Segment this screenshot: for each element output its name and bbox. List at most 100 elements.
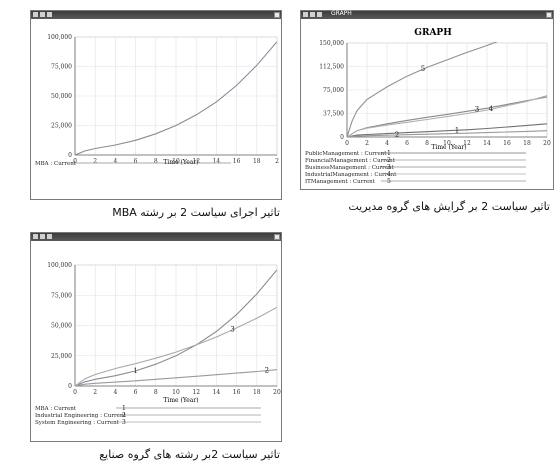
series-marker-2: 2 <box>265 367 269 375</box>
series-line-1 <box>75 269 277 386</box>
x-tick-label: 12 <box>192 158 200 165</box>
series-line-1 <box>75 41 277 155</box>
x-tick-label: 10 <box>172 389 180 396</box>
y-tick-label: 37,500 <box>323 111 344 118</box>
y-axis-ticks: 0 37,500 75,000 112,500 150,000 <box>319 40 344 141</box>
y-tick-label: 0 <box>68 383 72 390</box>
chart-gridlines <box>74 36 278 156</box>
close-icon[interactable] <box>274 234 280 240</box>
window-control-icon[interactable] <box>33 234 38 239</box>
legend-label-4: IndustrialManagement : Current <box>305 172 397 178</box>
x-tick-label: 8 <box>154 158 158 165</box>
y-tick-label: 100,000 <box>47 34 72 41</box>
window-control-icon[interactable] <box>310 12 315 17</box>
y-tick-label: 150,000 <box>319 40 344 47</box>
series-marker-5: 5 <box>421 65 425 73</box>
management-window-title: GRAPH <box>331 10 352 17</box>
close-icon[interactable] <box>274 12 280 18</box>
y-axis-ticks: 0 25,000 50,000 75,000 100,000 <box>47 34 72 159</box>
legend-marker-2: 2 <box>122 412 126 419</box>
chart-axes <box>346 42 548 138</box>
legend-label-1: MBA : Current <box>35 161 77 167</box>
legend-label-5: ITManagement : Current <box>305 179 376 185</box>
management-window-titlebar: GRAPH <box>301 10 553 19</box>
x-tick-label: 8 <box>154 389 158 396</box>
x-tick-label: 14 <box>483 140 491 147</box>
x-tick-label: 2 <box>93 389 97 396</box>
legend-marker-5: 5 <box>387 178 391 185</box>
x-tick-label: 20 <box>543 140 551 147</box>
x-tick-label: 4 <box>113 389 117 396</box>
x-axis-ticks: 0 2 4 6 8 10 12 14 16 18 20 <box>73 389 281 396</box>
chart-gridlines <box>346 42 548 138</box>
series-line-1 <box>347 123 547 137</box>
y-tick-label: 75,000 <box>51 292 72 299</box>
x-tick-label: 4 <box>385 140 389 147</box>
legend-marker-3: 3 <box>122 419 126 426</box>
series-marker-4: 4 <box>489 105 494 113</box>
window-control-icon[interactable] <box>47 234 52 239</box>
series-marker-1: 1 <box>455 126 459 134</box>
chart-legend: MBA : Current <box>35 161 231 167</box>
legend-label-1: PublicManagement : Current <box>305 151 387 157</box>
x-tick-label: 2 <box>365 140 369 147</box>
x-axis-ticks: 0 2 4 6 8 10 12 14 16 18 20 <box>345 140 551 147</box>
chart-series-lines <box>75 41 277 155</box>
x-tick-label: 6 <box>134 389 138 396</box>
chart-series-markers: 1 2 3 <box>133 326 269 375</box>
window-control-icon[interactable] <box>47 12 52 17</box>
series-line-5 <box>347 42 498 137</box>
chart-series-markers: 1 2 3 4 5 <box>395 65 494 139</box>
x-tick-label: 18 <box>523 140 531 147</box>
close-icon[interactable] <box>546 12 552 18</box>
window-control-icon[interactable] <box>303 12 308 17</box>
chart-title: GRAPH <box>414 28 452 38</box>
y-tick-label: 25,000 <box>51 353 72 360</box>
x-tick-label: 16 <box>233 158 241 165</box>
chart-series-lines <box>75 269 277 386</box>
x-tick-label: 2 <box>275 158 279 165</box>
x-tick-label: 12 <box>192 389 200 396</box>
legend-label-3: BusinessManagement : Current <box>305 165 394 171</box>
x-tick-label: 6 <box>134 158 138 165</box>
y-tick-label: 75,000 <box>51 64 72 71</box>
industrial-chart-window: 0 2 4 6 8 10 12 14 16 18 20 0 25,000 50,000 75,000 100… <box>30 232 282 442</box>
window-control-icon[interactable] <box>40 12 45 17</box>
industrial-window-titlebar <box>31 233 281 241</box>
y-tick-label: 50,000 <box>51 323 72 330</box>
series-marker-3: 3 <box>230 326 234 334</box>
y-axis-ticks: 0 25,000 50,000 75,000 100,000 <box>47 262 72 390</box>
legend-label-2: FinancialManagement : Current <box>305 158 396 164</box>
mba-window-titlebar <box>31 11 281 19</box>
x-tick-label: 4 <box>113 158 117 165</box>
x-tick-label: 10 <box>172 158 180 165</box>
x-tick-label: 20 <box>273 389 281 396</box>
x-axis-label: Time (Year) <box>163 397 198 404</box>
x-tick-label: 12 <box>463 140 471 147</box>
chart-axes <box>74 36 278 156</box>
mba-chart-caption: تاثیر اجرای سیاست 2 بر رشته MBA <box>112 206 280 219</box>
legend-marker-3: 3 <box>387 164 391 171</box>
x-axis-ticks: 0 2 4 6 8 10 12 14 16 18 2 <box>73 158 279 165</box>
window-control-icon[interactable] <box>317 12 322 17</box>
legend-marker-1: 1 <box>122 405 126 412</box>
management-chart-caption: تاثیر سیاست 2 بر گرایش های گروه مدیریت <box>348 200 550 213</box>
y-tick-label: 0 <box>340 134 344 141</box>
series-marker-2: 2 <box>395 131 399 139</box>
legend-marker-1: 1 <box>387 150 391 157</box>
series-line-2 <box>347 130 547 137</box>
series-line-3 <box>75 306 277 386</box>
x-tick-label: 14 <box>213 158 221 165</box>
chart-axes <box>74 264 278 387</box>
industrial-window-controls <box>33 234 52 240</box>
series-line-2 <box>75 369 277 386</box>
window-control-icon[interactable] <box>33 12 38 17</box>
y-tick-label: 112,500 <box>319 64 344 71</box>
x-tick-label: 10 <box>443 140 451 147</box>
mba-line-chart: 0 2 4 6 8 10 12 14 16 18 2 0 25,000 50,000 75,000 100,… <box>35 34 279 167</box>
series-marker-3: 3 <box>475 106 479 114</box>
x-tick-label: 0 <box>345 140 349 147</box>
management-chart-window: GRAPH GRAPH 0 2 4 6 8 10 12 14 16 18 20 0 37,500 75,… <box>300 10 554 190</box>
window-control-icon[interactable] <box>40 234 45 239</box>
